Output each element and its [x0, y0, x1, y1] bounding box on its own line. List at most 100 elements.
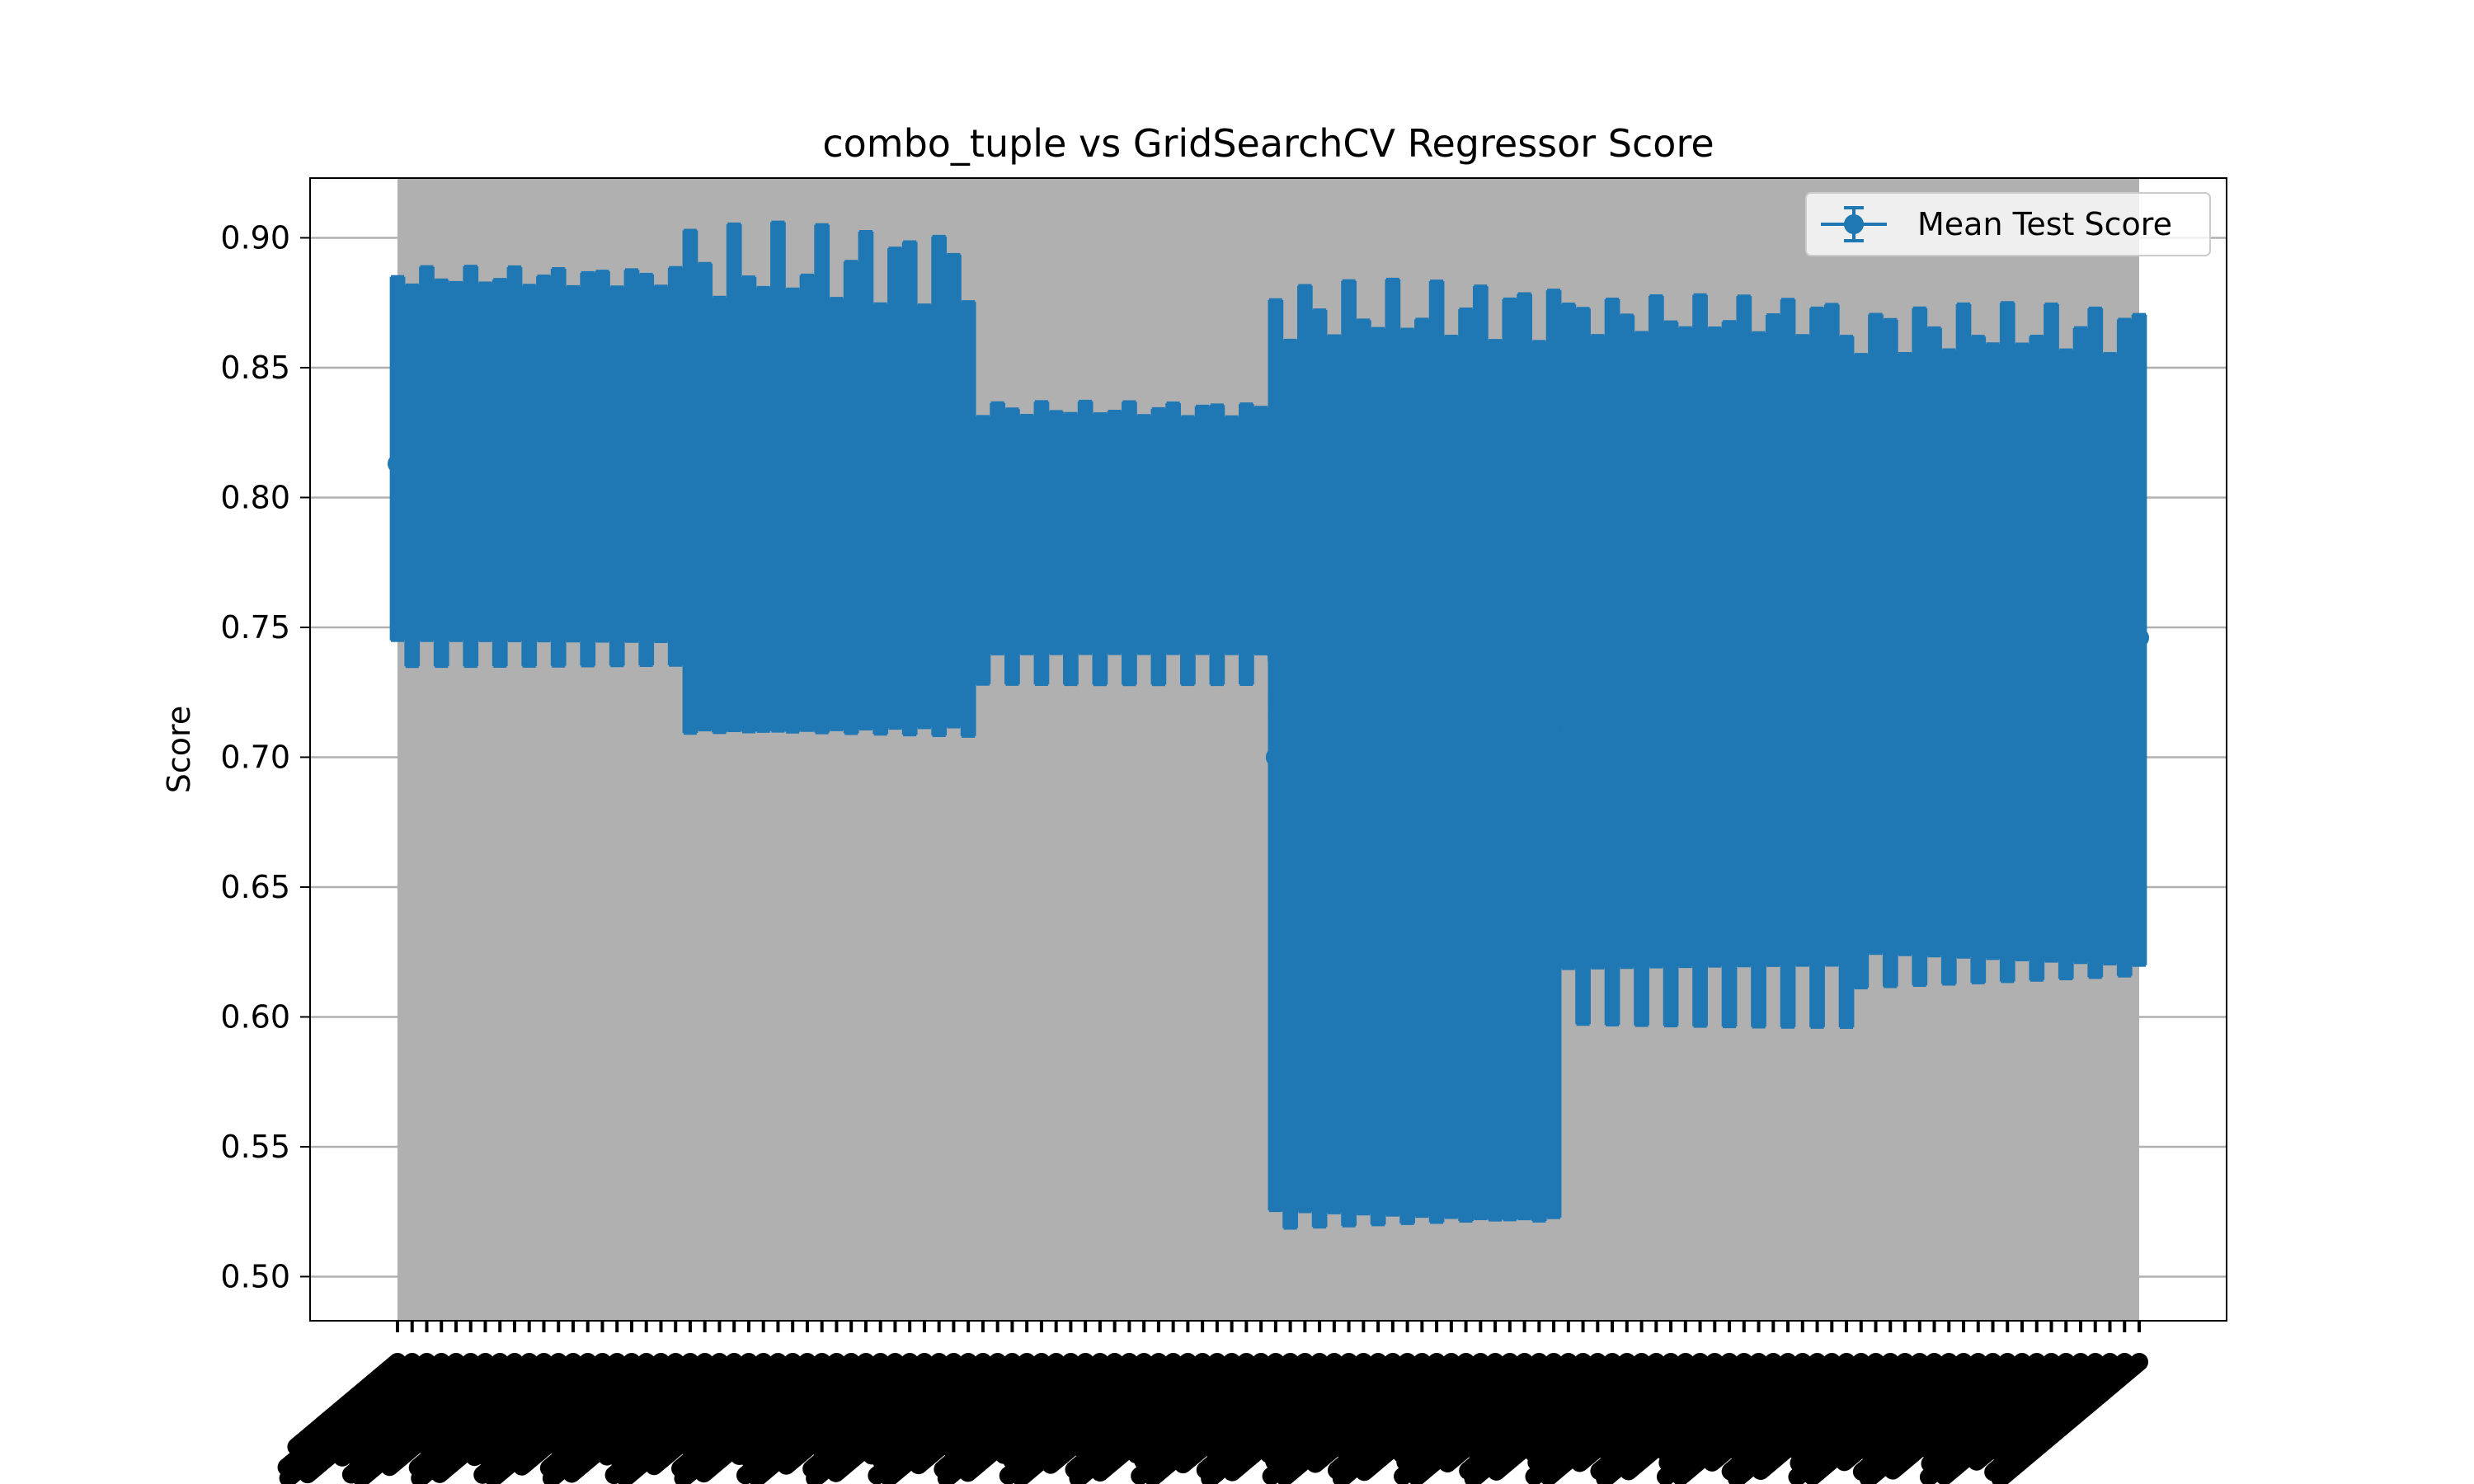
- y-tick-label: 0.65: [220, 869, 290, 905]
- x-tick-label: [1265, 1353, 1402, 1471]
- x-tick-label: [1003, 1353, 1139, 1470]
- error-bar: [1311, 310, 1328, 1228]
- mean-point: [1837, 638, 1857, 659]
- error-bar: [1443, 336, 1460, 1218]
- error-bar: [1897, 353, 1913, 955]
- error-bar: [1970, 336, 1987, 983]
- error-bar: [741, 277, 757, 732]
- x-tick-label: [1703, 1353, 1841, 1472]
- error-bar: [2029, 336, 2045, 980]
- x-tick-label: [279, 1353, 436, 1484]
- mean-point: [2114, 627, 2135, 648]
- mean-point: [929, 508, 949, 528]
- mean-point: [1778, 638, 1799, 659]
- x-tick-label: [880, 1353, 1037, 1484]
- mean-point: [1353, 747, 1374, 768]
- x-tick-label: [1721, 1353, 1870, 1481]
- x-tick-label: [1069, 1353, 1226, 1484]
- error-bar: [843, 261, 859, 734]
- mean-point: [1295, 747, 1315, 768]
- x-tick-label: [465, 1353, 597, 1467]
- mean-point: [972, 521, 993, 542]
- mean-point: [1470, 747, 1491, 768]
- legend-point: [1844, 214, 1864, 234]
- mean-point: [1412, 747, 1432, 768]
- error-bar: [1736, 296, 1752, 966]
- x-tick-label: [748, 1353, 905, 1484]
- mean-point: [1997, 627, 2018, 648]
- x-tick-label: [562, 1353, 714, 1483]
- x-tick-label: [1223, 1353, 1373, 1482]
- x-tick-label: [1967, 1353, 2105, 1471]
- x-tick-label: [341, 1353, 495, 1484]
- mean-point: [811, 508, 832, 528]
- x-tick-label: [542, 1353, 699, 1484]
- mean-point: [1705, 638, 1725, 659]
- x-tick-label: [1803, 1353, 1959, 1484]
- mean-point: [783, 508, 803, 528]
- mean-point: [475, 453, 496, 474]
- x-tick-label: [736, 1353, 890, 1484]
- mean-point: [1924, 627, 1945, 648]
- x-tick-label: [802, 1353, 948, 1478]
- mean-point: [2071, 627, 2091, 648]
- mean-point: [2041, 627, 2062, 648]
- mean-point: [519, 453, 539, 474]
- x-tick-label: [862, 1353, 992, 1465]
- x-tick-label: [1355, 1353, 1505, 1482]
- mean-point: [826, 508, 847, 528]
- mean-point: [1178, 521, 1198, 542]
- mean-point: [943, 508, 964, 528]
- mean-point: [694, 508, 715, 528]
- x-tick-label: [1336, 1353, 1460, 1461]
- error-bar: [799, 275, 816, 730]
- mean-point: [738, 508, 759, 528]
- error-bar: [2014, 344, 2030, 960]
- mean-point: [562, 453, 583, 474]
- x-tick-label: [352, 1353, 510, 1484]
- error-bar: [1033, 402, 1050, 685]
- mean-point: [1748, 638, 1769, 659]
- x-tick-label: [958, 1353, 1109, 1482]
- mean-point: [1719, 638, 1740, 659]
- x-tick-label: [1835, 1353, 1973, 1472]
- error-bar: [506, 266, 523, 641]
- mean-point: [1397, 747, 1418, 768]
- mean-point: [1602, 638, 1623, 659]
- x-tick-label: [806, 1353, 963, 1484]
- error-bar: [1282, 340, 1298, 1228]
- x-tick-label: [616, 1353, 773, 1484]
- mean-point: [1807, 638, 1827, 659]
- x-tick-label: [484, 1353, 641, 1484]
- mean-point: [885, 508, 905, 528]
- x-tick-label: [1126, 1353, 1256, 1464]
- mean-point: [1265, 747, 1286, 768]
- error-bar: [1823, 304, 1840, 965]
- error-bar: [1180, 416, 1196, 685]
- x-tick-label: [1196, 1353, 1343, 1480]
- error-bar: [404, 284, 421, 667]
- x-tick-label: [995, 1353, 1124, 1464]
- x-tick-label: [1042, 1353, 1183, 1474]
- data-layer: [388, 220, 2149, 1230]
- x-tick-label: [1859, 1353, 2017, 1484]
- x-tick-label: [868, 1353, 1022, 1484]
- x-tick-label: [512, 1353, 656, 1476]
- error-bar: [697, 263, 713, 730]
- x-tick-label: [1174, 1353, 1315, 1474]
- mean-point: [402, 453, 422, 474]
- error-bar: [1751, 332, 1766, 1027]
- error-bar: [770, 222, 786, 731]
- x-tick-label: [604, 1353, 758, 1484]
- mean-point: [1851, 627, 1871, 648]
- x-tick-label: [1012, 1353, 1168, 1484]
- mean-point: [1061, 521, 1081, 542]
- mean-point: [1002, 521, 1023, 542]
- mean-point: [1661, 638, 1681, 659]
- mean-point: [504, 453, 524, 474]
- error-bar: [1560, 304, 1577, 969]
- error-bar: [1663, 322, 1679, 1026]
- x-tick-label: [1919, 1353, 2076, 1484]
- mean-point: [607, 453, 628, 474]
- error-bar: [682, 230, 698, 734]
